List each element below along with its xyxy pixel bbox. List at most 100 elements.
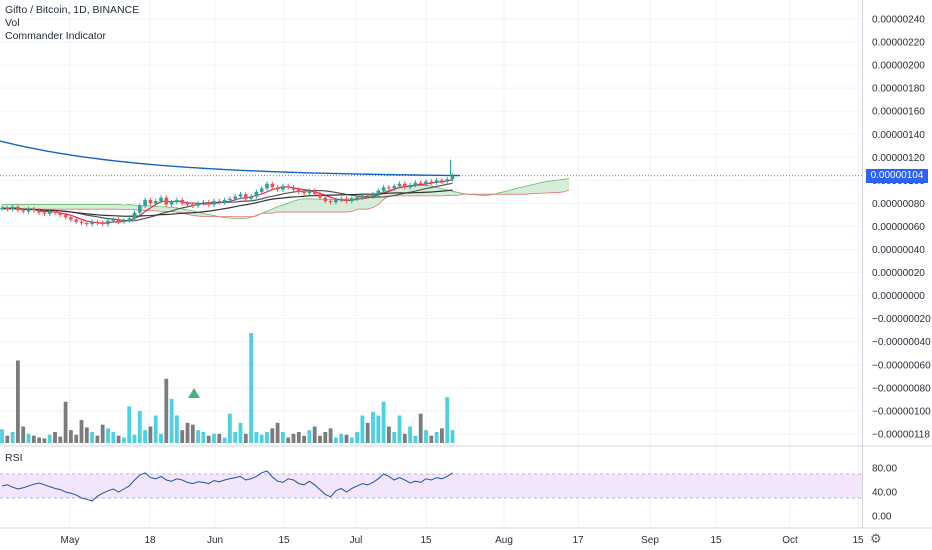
candle-body (122, 220, 126, 222)
volume-bar (222, 437, 227, 443)
time-tick-label: Jul (350, 535, 363, 546)
time-tick-label: 15 (420, 535, 432, 546)
volume-bar (206, 435, 211, 443)
legend-vol[interactable]: Vol (5, 17, 20, 29)
candle-body (376, 190, 381, 195)
cloud-segment (60, 204, 66, 210)
rsi-tick-label: 40.00 (872, 488, 897, 499)
volume-bar (259, 434, 264, 443)
volume-bar (196, 430, 200, 443)
candle-body (116, 219, 121, 222)
rsi-line (1, 470, 453, 502)
rsi-label[interactable]: RSI (5, 452, 23, 464)
candle-body (69, 217, 73, 220)
time-tick-label: Jun (207, 535, 223, 546)
volume-bar (408, 426, 412, 443)
candle-body (10, 206, 15, 210)
cloud-segment (516, 187, 522, 195)
candle-body (244, 194, 248, 199)
cloud-segment (86, 204, 93, 210)
price-tick-label: 0.00000060 (872, 222, 925, 233)
cloud-segment (277, 205, 283, 213)
cloud-segment (23, 204, 29, 210)
rsi-pane (0, 470, 862, 502)
candle-body (21, 210, 25, 212)
candle-body (408, 184, 412, 188)
cloud-segment (65, 204, 71, 210)
price-tick-label: 0.00000200 (872, 61, 925, 72)
cloud-segment (76, 204, 82, 210)
candle-body (291, 187, 296, 190)
ma-long-line (0, 140, 461, 177)
cloud-segment (330, 199, 336, 213)
volume-bar (47, 434, 52, 443)
candle-body (371, 194, 375, 197)
candle-body (164, 197, 169, 205)
volume-bar (63, 401, 68, 443)
time-tick-label: 15 (710, 535, 722, 546)
volume-bar (265, 432, 269, 443)
candle-body (424, 181, 428, 184)
volume-bar (26, 433, 31, 443)
candle-body (429, 181, 434, 183)
candle-body (196, 203, 200, 206)
price-tick-label: 0.00000180 (872, 84, 925, 95)
cloud-segment (118, 204, 124, 210)
volume-bar (5, 435, 10, 443)
candle-body (79, 221, 84, 223)
price-tick-label: 0.00000040 (872, 245, 925, 256)
candle-body (307, 190, 312, 194)
volume-bar (122, 437, 126, 443)
volume-bar (445, 397, 450, 443)
candle-body (58, 212, 63, 215)
candle-body (74, 219, 78, 222)
cloud-segment (55, 204, 61, 210)
volume-bar (0, 429, 4, 443)
volume-bar (254, 432, 259, 443)
volume-bar (37, 437, 41, 443)
volume-bar (249, 333, 253, 443)
cloud-segment (320, 199, 326, 213)
volume-bar (296, 432, 301, 443)
candle-body (302, 191, 306, 194)
volume-bar (387, 426, 391, 443)
cloud-segment (346, 198, 352, 213)
volume-bar (95, 435, 100, 443)
cloud-segment (521, 185, 527, 195)
volume-bar (429, 435, 434, 443)
volume-bar (228, 413, 232, 443)
price-axis[interactable]: 0.00000240 0.00000220 0.00000200 0.00000180… (872, 15, 931, 523)
candles (0, 159, 455, 227)
candle-body (217, 201, 222, 203)
candle-body (0, 208, 4, 210)
cloud-segment (542, 181, 548, 194)
gear-icon[interactable]: ⚙ (870, 531, 882, 546)
price-tick-label: −0.00000020 (872, 314, 931, 325)
cloud-segment (362, 196, 368, 210)
volume-bar (42, 438, 47, 443)
candle-body (90, 221, 94, 225)
candle-body (238, 194, 243, 197)
volume-bar (371, 411, 375, 443)
cloud-segment (28, 204, 34, 210)
cloud-segment (537, 182, 543, 194)
volume-bar (137, 410, 142, 443)
volume-bar (212, 433, 216, 443)
candle-body (418, 182, 423, 184)
candle-body (153, 201, 158, 204)
cloud-segment (526, 184, 532, 195)
time-axis[interactable]: May 18 Jun 15 Jul 15 Aug 17 Sep 15 Oct 15 (61, 535, 864, 546)
legend-symbol[interactable]: Gifto / Bitcoin, 1D, BINANCE (5, 4, 140, 16)
candle-body (16, 206, 20, 211)
cloud-segment (563, 178, 570, 192)
volume-bar (413, 435, 418, 443)
legend-indicator[interactable]: Commander Indicator (5, 30, 106, 42)
time-tick-label: 15 (852, 535, 864, 546)
candle-body (201, 202, 206, 204)
cloud-segment (288, 201, 294, 213)
volume-bar (355, 432, 359, 443)
candle-body (440, 180, 444, 182)
candle-body (148, 199, 153, 204)
